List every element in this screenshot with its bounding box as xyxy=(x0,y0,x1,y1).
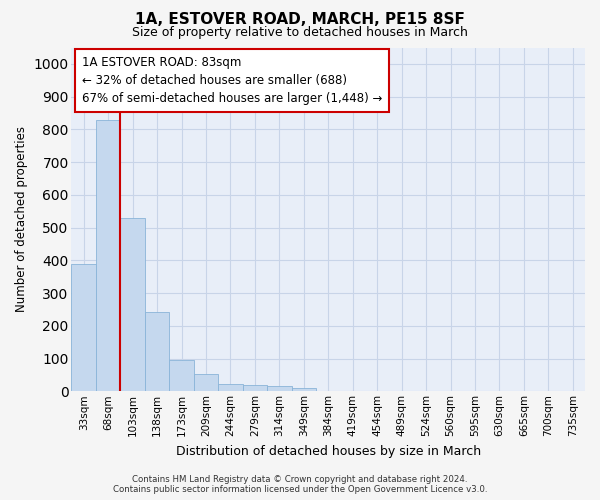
Text: Size of property relative to detached houses in March: Size of property relative to detached ho… xyxy=(132,26,468,39)
Bar xyxy=(145,312,169,392)
Bar xyxy=(267,386,292,392)
Bar xyxy=(242,386,267,392)
Bar xyxy=(292,388,316,392)
Bar xyxy=(194,374,218,392)
Y-axis label: Number of detached properties: Number of detached properties xyxy=(15,126,28,312)
Bar xyxy=(121,218,145,392)
Text: 1A ESTOVER ROAD: 83sqm
← 32% of detached houses are smaller (688)
67% of semi-de: 1A ESTOVER ROAD: 83sqm ← 32% of detached… xyxy=(82,56,382,105)
Text: Contains HM Land Registry data © Crown copyright and database right 2024.
Contai: Contains HM Land Registry data © Crown c… xyxy=(113,474,487,494)
Bar xyxy=(218,384,242,392)
X-axis label: Distribution of detached houses by size in March: Distribution of detached houses by size … xyxy=(176,444,481,458)
Bar xyxy=(96,120,121,392)
Bar xyxy=(71,264,96,392)
Text: 1A, ESTOVER ROAD, MARCH, PE15 8SF: 1A, ESTOVER ROAD, MARCH, PE15 8SF xyxy=(135,12,465,28)
Bar xyxy=(169,360,194,392)
